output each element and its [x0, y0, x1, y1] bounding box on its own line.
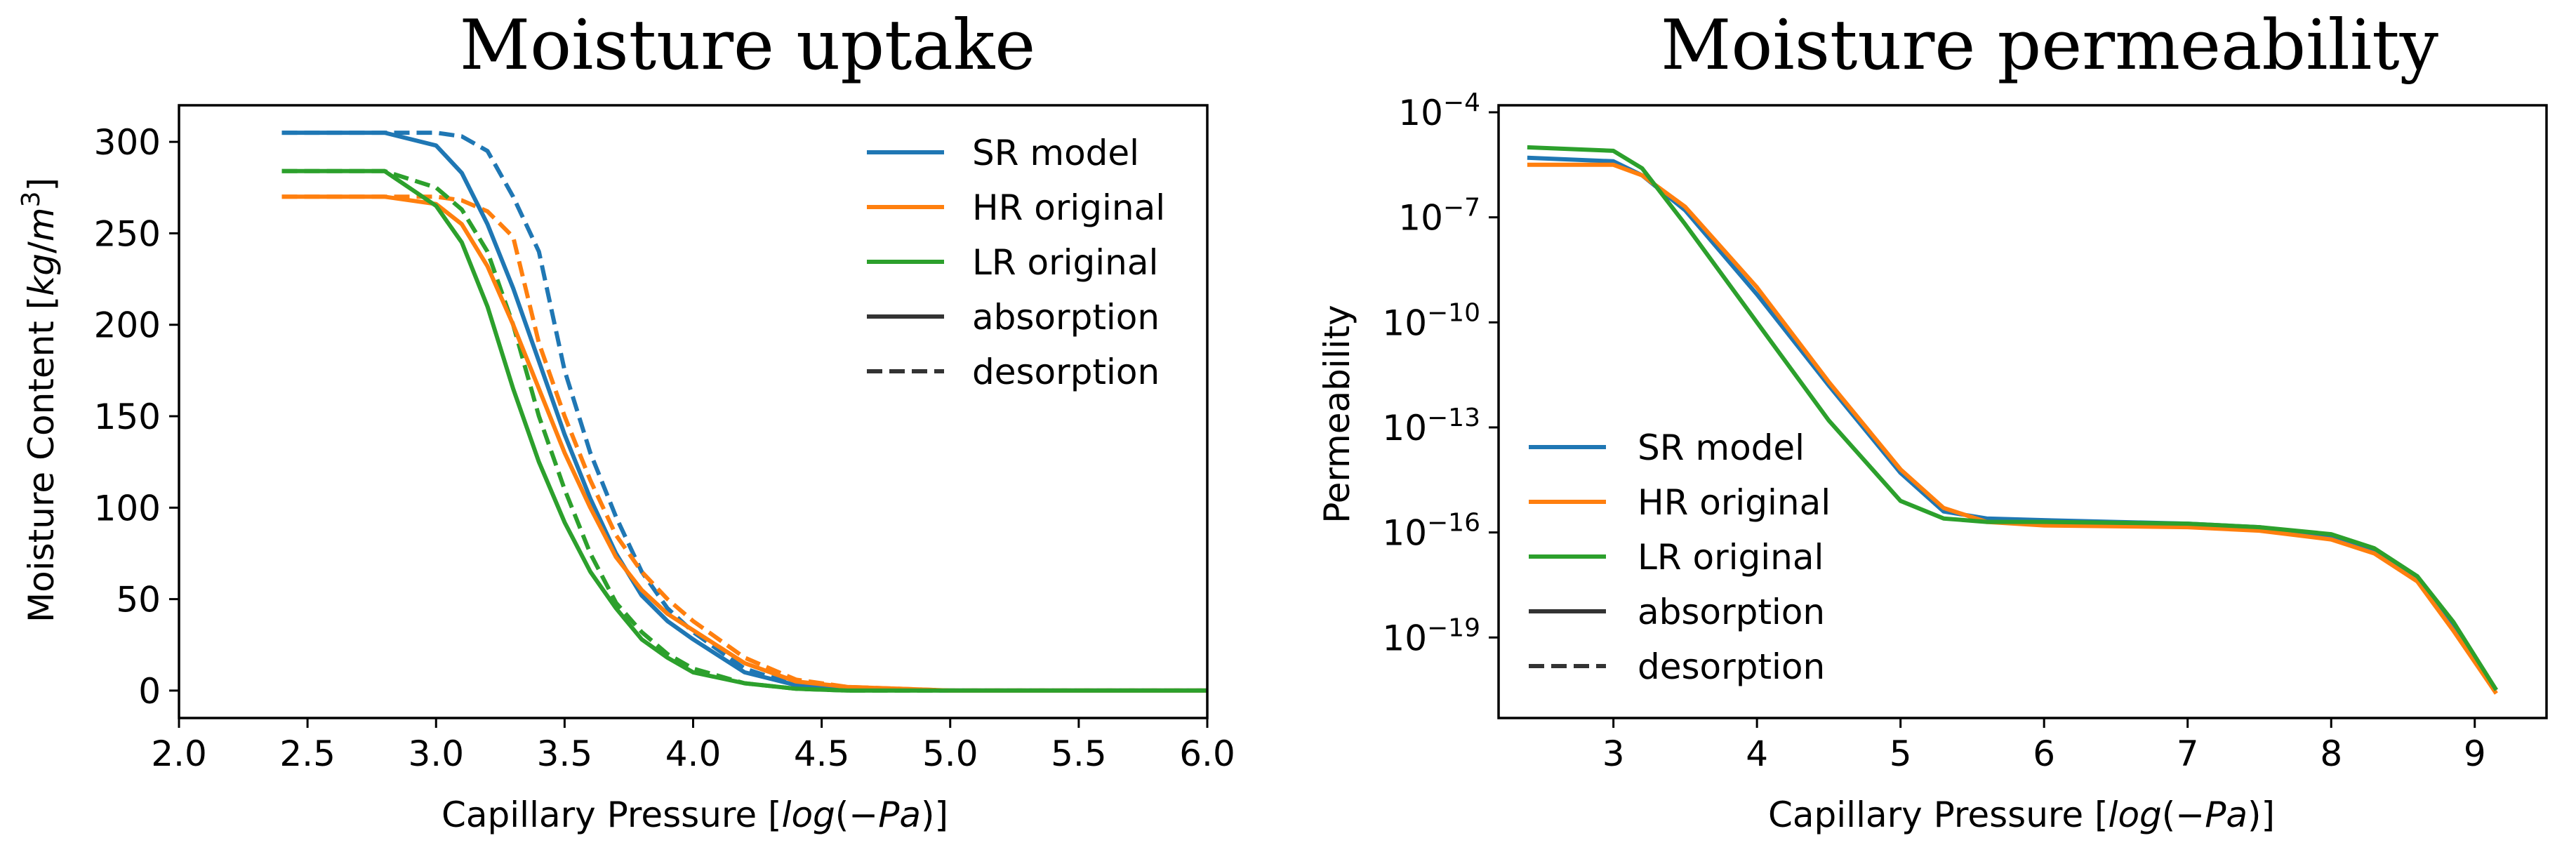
legend-label-lr-original: LR original	[972, 242, 1158, 283]
y-tick-label: 200	[94, 305, 161, 346]
left-x-ticks: 2.0 2.5 3.0 3.5 4.0 4.5 5.0 5.5 6.0	[151, 718, 1235, 774]
x-tick-label: 7	[2177, 733, 2199, 774]
x-tick-label: 3.5	[537, 733, 593, 774]
y-tick-label: 150	[94, 397, 161, 437]
right-y-axis-label: Permeability	[1317, 305, 1357, 524]
y-tick-label: 50	[116, 580, 161, 620]
legend-label-hr-original: HR original	[1638, 482, 1831, 523]
series-line-hr-original-absorption	[281, 194, 1207, 693]
right-y-ticks: 10−4 10−7 10−10 10−13 10−16 10−19	[1382, 88, 1499, 658]
chart-moisture-uptake: Moisture uptake 2.0 2.5 3.0 3.5 4.0 4.5 5.0 5.5…	[17, 6, 1235, 835]
x-tick-label: 6.0	[1179, 733, 1235, 774]
y-tick-label: 10−19	[1382, 613, 1480, 659]
series-line-lr-original-absorption	[281, 168, 1207, 693]
series-line-hr-original-desorption	[281, 194, 1207, 693]
legend-label-hr-original: HR original	[972, 187, 1165, 228]
legend-label-absorption: absorption	[1638, 592, 1825, 632]
y-tick-label: 10−10	[1382, 298, 1480, 344]
left-plot-area	[281, 131, 1207, 693]
legend-label-absorption: absorption	[972, 297, 1160, 338]
x-tick-label: 5	[1890, 733, 1912, 774]
y-tick-label: 10−4	[1398, 88, 1480, 133]
legend-label-desorption: desorption	[972, 352, 1160, 392]
legend-label-sr-model: SR model	[1638, 427, 1805, 468]
left-y-axis-label: Moisture Content [kg/m3]	[17, 178, 62, 623]
legend-label-lr-original: LR original	[1638, 537, 1824, 578]
y-tick-label: 0	[138, 671, 161, 712]
series-line-sr-model-absorption	[281, 131, 1207, 693]
y-tick-label: 100	[94, 488, 161, 529]
x-tick-label: 4.5	[794, 733, 850, 774]
left-y-ticks: 0 50 100 150 200 250 300	[94, 122, 179, 712]
x-tick-label: 4	[1746, 733, 1768, 774]
legend-label-desorption: desorption	[1638, 646, 1825, 687]
left-x-axis-label: Capillary Pressure [log(−Pa)]	[441, 795, 948, 835]
x-tick-label: 5.0	[922, 733, 978, 774]
left-legend: SR model HR original LR original absorption…	[867, 133, 1165, 392]
x-tick-label: 9	[2464, 733, 2486, 774]
series-line-lr-original	[1527, 145, 2498, 691]
y-tick-label: 250	[94, 213, 161, 254]
x-tick-label: 8	[2320, 733, 2342, 774]
right-plot-area	[1527, 145, 2498, 695]
x-tick-label: 3	[1602, 733, 1625, 774]
series-line-lr-original-desorption	[281, 168, 1207, 693]
y-tick-label: 300	[94, 122, 161, 163]
x-tick-label: 4.0	[665, 733, 722, 774]
y-tick-label: 10−13	[1382, 403, 1480, 448]
x-tick-label: 5.5	[1051, 733, 1107, 774]
x-tick-label: 3.0	[408, 733, 464, 774]
x-tick-label: 6	[2033, 733, 2055, 774]
legend-label-sr-model: SR model	[972, 133, 1139, 173]
left-chart-title: Moisture uptake	[460, 6, 1036, 86]
right-axes-frame	[1497, 104, 2548, 719]
right-x-ticks: 3 4 5 6 7 8 9	[1602, 718, 2486, 774]
y-tick-label: 10−16	[1382, 508, 1480, 554]
right-chart-title: Moisture permeability	[1661, 6, 2439, 86]
right-legend: SR model HR original LR original absorption…	[1529, 427, 1831, 687]
right-x-axis-label: Capillary Pressure [log(−Pa)]	[1768, 795, 2275, 835]
y-tick-label: 10−7	[1398, 193, 1480, 239]
x-tick-label: 2.0	[151, 733, 207, 774]
x-tick-label: 2.5	[279, 733, 336, 774]
